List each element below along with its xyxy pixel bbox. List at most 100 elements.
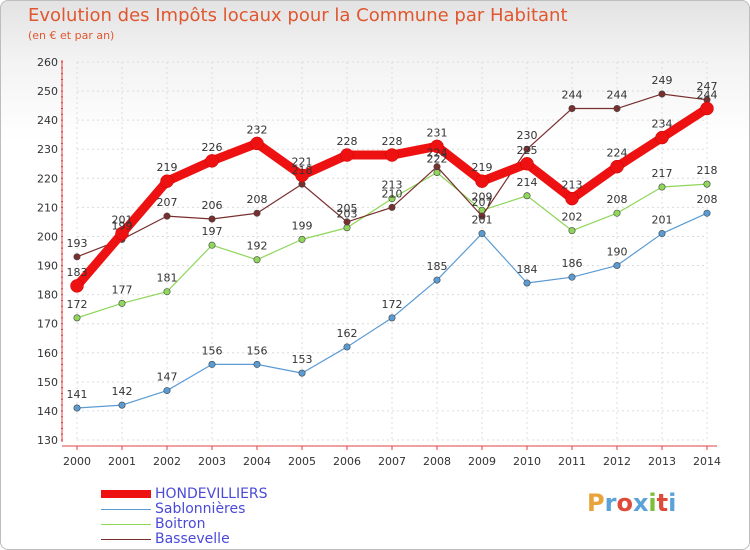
- data-label-1: 162: [337, 327, 358, 340]
- data-point-2: [433, 168, 441, 176]
- data-label-0: 234: [652, 118, 673, 131]
- data-point-2: [118, 299, 126, 307]
- data-label-0: 221: [292, 155, 313, 168]
- data-label-2: 208: [607, 193, 628, 206]
- x-tick-label: 2006: [333, 455, 361, 468]
- data-point-2: [388, 195, 396, 203]
- data-label-3: 206: [202, 199, 223, 212]
- data-point-3: [163, 212, 171, 220]
- legend-swatch-bassevelle: [101, 539, 151, 540]
- data-point-2: [658, 183, 666, 191]
- x-tick-label: 2009: [468, 455, 496, 468]
- legend-label-bassevelle: Bassevelle: [155, 531, 230, 547]
- data-label-2: 181: [157, 272, 178, 285]
- data-label-0: 225: [517, 144, 538, 157]
- logo-letter: x: [632, 489, 649, 517]
- data-point-2: [298, 235, 306, 243]
- y-tick-label: 140: [37, 405, 58, 418]
- data-point-1: [433, 276, 441, 284]
- data-point-1: [568, 273, 576, 281]
- y-tick-label: 190: [37, 260, 58, 273]
- legend-swatch-hondevilliers: [101, 490, 151, 498]
- y-tick-label: 230: [37, 143, 58, 156]
- data-point-0: [700, 101, 714, 116]
- x-tick-label: 2013: [648, 455, 676, 468]
- data-point-3: [568, 105, 576, 113]
- data-point-1: [388, 314, 396, 322]
- x-tick-label: 2004: [243, 455, 271, 468]
- x-tick-label: 2008: [423, 455, 451, 468]
- data-point-3: [523, 145, 531, 153]
- y-tick-label: 260: [37, 56, 58, 69]
- data-point-3: [388, 203, 396, 211]
- logo-letter: t: [656, 489, 669, 517]
- data-label-3: 205: [337, 202, 358, 215]
- data-point-0: [565, 191, 579, 206]
- y-tick-label: 210: [37, 201, 58, 214]
- data-point-2: [73, 314, 81, 322]
- data-point-2: [523, 192, 531, 200]
- data-label-0: 231: [427, 126, 448, 139]
- logo-letter: r: [604, 489, 617, 517]
- data-point-2: [703, 180, 711, 188]
- data-label-0: 201: [112, 214, 133, 227]
- data-label-2: 222: [427, 152, 448, 165]
- x-tick-label: 2005: [288, 455, 316, 468]
- x-tick-label: 2007: [378, 455, 406, 468]
- data-label-0: 232: [247, 123, 268, 136]
- data-labels: 141 142 147 156 156 153 162 172 185 201 184 186 190 2…: [67, 74, 718, 401]
- data-point-0: [385, 148, 399, 162]
- data-point-3: [478, 212, 486, 220]
- data-point-3: [613, 105, 621, 113]
- data-label-1: 186: [562, 257, 583, 270]
- data-point-0: [205, 154, 219, 168]
- data-label-1: 142: [112, 385, 133, 398]
- data-label-1: 141: [67, 388, 88, 401]
- data-label-3: 199: [112, 219, 133, 232]
- x-tick-label: 2003: [198, 455, 226, 468]
- data-point-1: [523, 279, 531, 287]
- data-point-0: [295, 168, 309, 183]
- logo-letter: o: [616, 489, 633, 517]
- data-label-3: 208: [247, 193, 268, 206]
- data-label-0: 228: [337, 135, 358, 148]
- data-label-0: 213: [562, 179, 583, 192]
- y-tick-label: 130: [37, 434, 58, 447]
- data-point-0: [340, 148, 354, 162]
- data-label-3: 218: [292, 164, 313, 177]
- data-label-1: 201: [472, 214, 493, 227]
- legend-label-boitron: Boitron: [155, 516, 206, 532]
- data-point-0: [610, 159, 624, 174]
- data-point-0: [475, 174, 489, 188]
- data-label-2: 197: [202, 225, 223, 238]
- data-label-3: 230: [517, 129, 538, 142]
- y-tick-label: 200: [37, 230, 58, 243]
- y-tick-label: 240: [37, 114, 58, 127]
- data-label-2: 209: [472, 190, 493, 203]
- data-point-0: [430, 139, 444, 154]
- x-tick-label: 2014: [693, 455, 721, 468]
- data-label-1: 153: [292, 353, 313, 366]
- data-label-3: 247: [697, 80, 718, 93]
- data-point-1: [703, 209, 711, 217]
- data-point-0: [655, 130, 669, 145]
- data-label-3: 244: [607, 89, 628, 102]
- y-tick-label: 180: [37, 289, 58, 302]
- data-point-1: [658, 230, 666, 238]
- data-label-2: 203: [337, 208, 358, 221]
- data-label-1: 201: [652, 214, 673, 227]
- data-label-3: 249: [652, 74, 673, 87]
- y-tick-label: 160: [37, 347, 58, 360]
- series-lines: [70, 90, 714, 412]
- data-point-2: [343, 224, 351, 232]
- data-point-3: [253, 209, 261, 217]
- legend-label-hondevilliers: HONDEVILLIERS: [155, 486, 268, 502]
- data-point-2: [208, 241, 216, 249]
- data-point-1: [478, 230, 486, 238]
- data-point-2: [163, 288, 171, 296]
- data-point-2: [613, 209, 621, 217]
- data-point-3: [73, 253, 81, 261]
- data-label-1: 156: [247, 344, 268, 357]
